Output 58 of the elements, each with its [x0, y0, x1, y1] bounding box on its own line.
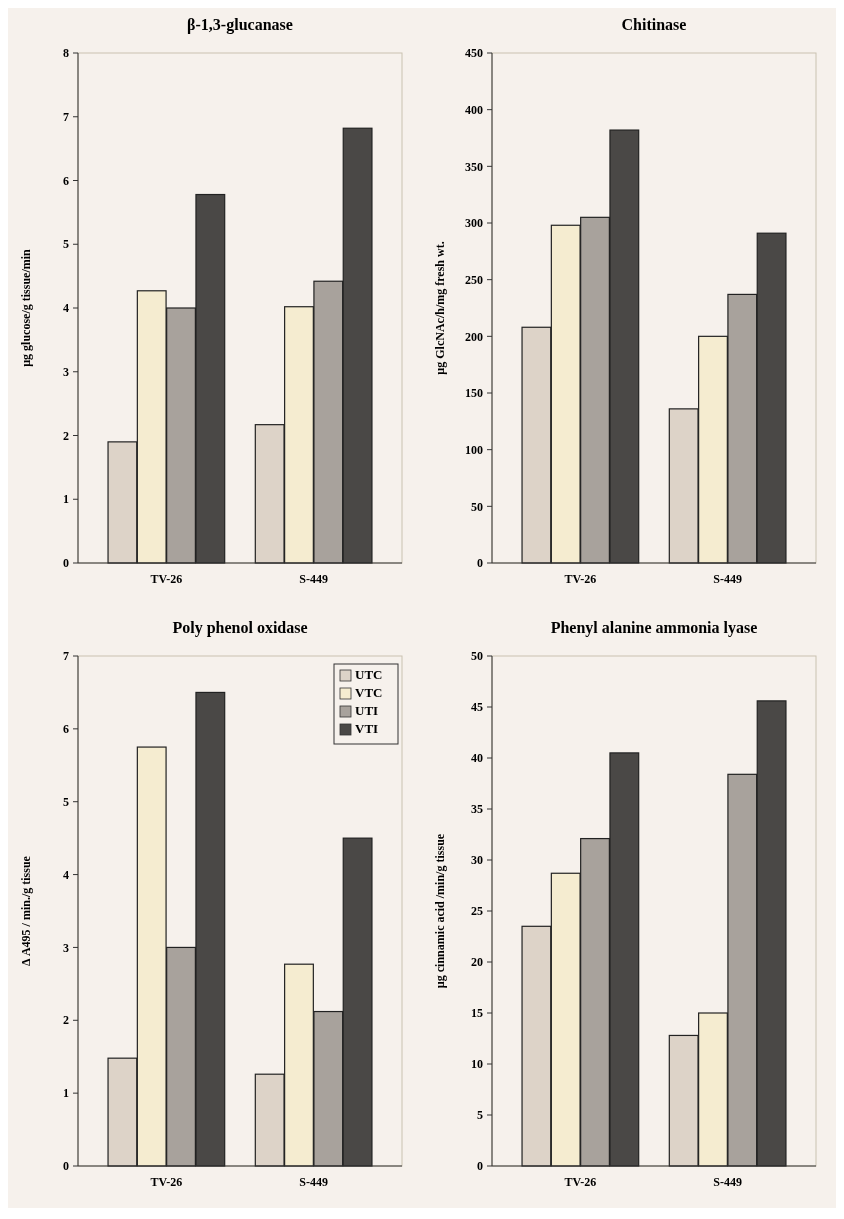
y-tick-label: 10	[471, 1057, 483, 1072]
y-tick-label: 150	[465, 386, 483, 401]
y-tick-label: 0	[63, 556, 69, 571]
y-tick-label: 100	[465, 442, 483, 457]
x-tick-label: TV-26	[150, 572, 183, 586]
y-tick-label: 0	[477, 556, 483, 571]
x-tick-label: S-449	[713, 572, 742, 586]
y-tick-label: 2	[63, 1013, 69, 1028]
y-tick-label: 20	[471, 955, 483, 970]
chart-title: Phenyl alanine ammonia lyase	[550, 619, 758, 637]
y-tick-label: 400	[465, 102, 483, 117]
y-tick-label: 7	[63, 649, 69, 664]
y-tick-label: 3	[63, 364, 69, 379]
legend-label: UTC	[355, 667, 383, 682]
y-axis-title: µg glucose/g tissue/min	[19, 248, 33, 367]
y-tick-label: 200	[465, 329, 483, 344]
x-tick-label: S-449	[299, 1175, 328, 1189]
legend-label: VTI	[355, 721, 379, 736]
y-tick-label: 7	[63, 109, 69, 124]
y-tick-label: 450	[465, 46, 483, 61]
y-tick-label: 50	[471, 499, 483, 514]
y-axis-title: µg GlcNAc/h/mg fresh wt.	[433, 241, 447, 375]
y-tick-label: 250	[465, 272, 483, 287]
legend-label: VTC	[355, 685, 383, 700]
y-tick-label: 1	[63, 1086, 69, 1101]
chart-title: Poly phenol oxidase	[172, 619, 308, 637]
y-tick-label: 15	[471, 1006, 483, 1021]
chart-title: Chitinase	[621, 16, 687, 33]
x-tick-label: TV-26	[564, 572, 597, 586]
y-tick-label: 45	[471, 700, 483, 715]
y-tick-label: 25	[471, 904, 483, 919]
y-axis-title: Δ A495 / min./g tissue	[19, 855, 33, 966]
y-tick-label: 6	[63, 173, 69, 188]
y-tick-label: 3	[63, 940, 69, 955]
y-tick-label: 0	[477, 1159, 483, 1174]
x-tick-label: S-449	[713, 1175, 742, 1189]
y-tick-label: 5	[477, 1108, 483, 1123]
y-tick-label: 35	[471, 802, 483, 817]
x-tick-label: TV-26	[564, 1175, 597, 1189]
y-tick-label: 350	[465, 159, 483, 174]
y-tick-label: 50	[471, 649, 483, 664]
y-axis-title: µg cinnamic acid /min/g tissue	[433, 833, 447, 989]
y-tick-label: 5	[63, 237, 69, 252]
y-tick-label: 8	[63, 46, 69, 61]
y-tick-label: 4	[63, 867, 69, 882]
y-tick-label: 5	[63, 794, 69, 809]
x-tick-label: TV-26	[150, 1175, 183, 1189]
x-tick-label: S-449	[299, 572, 328, 586]
y-tick-label: 1	[63, 492, 69, 507]
legend-label: UTI	[355, 703, 379, 718]
y-tick-label: 300	[465, 216, 483, 231]
y-tick-label: 4	[63, 301, 69, 316]
chart-title: β-1,3-glucanase	[187, 16, 293, 34]
y-tick-label: 40	[471, 751, 483, 766]
y-tick-label: 0	[63, 1159, 69, 1174]
y-tick-label: 30	[471, 853, 483, 868]
y-tick-label: 2	[63, 428, 69, 443]
y-tick-label: 6	[63, 722, 69, 737]
